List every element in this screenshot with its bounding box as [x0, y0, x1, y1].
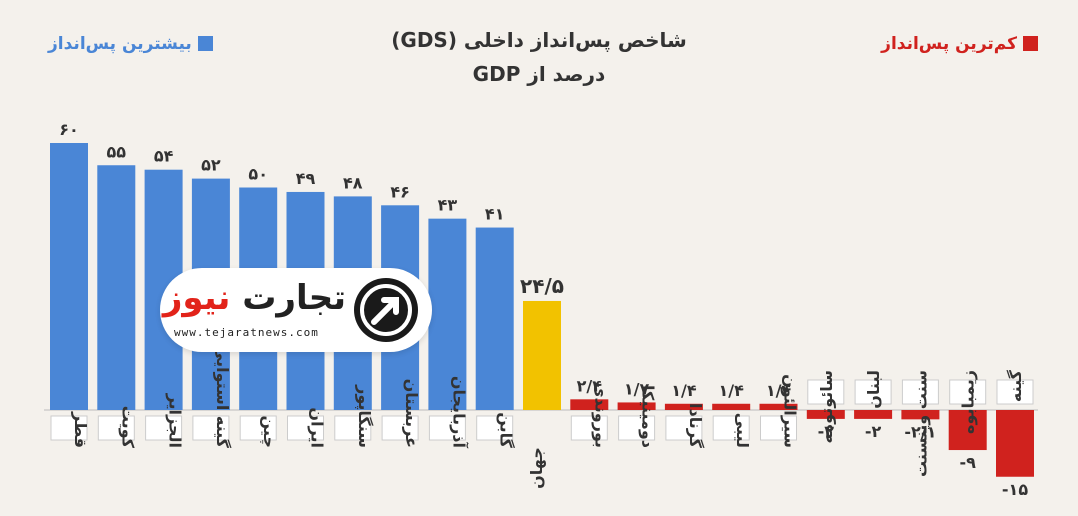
value-label-12: ۱/۷ [624, 379, 650, 398]
bar-16 [806, 410, 845, 419]
bar-8 [428, 218, 467, 410]
bar-12 [617, 402, 656, 410]
value-label-10: ۲۴/۵ [520, 274, 564, 298]
flag-icon-15 [760, 415, 797, 441]
flag-icon-14 [712, 415, 750, 441]
value-label-18: -۲/۱ [904, 422, 936, 441]
value-label-9: ۴۱ [485, 205, 505, 224]
bar-13 [664, 403, 703, 410]
value-label-8: ۴۳ [438, 196, 458, 215]
bar-0 [50, 143, 88, 410]
value-label-0: ۶۰ [59, 120, 79, 139]
flag-icon-6 [334, 415, 372, 441]
category-label-20: گینه [1006, 369, 1025, 402]
bar-14 [712, 403, 751, 410]
value-label-13: ۱/۴ [671, 381, 697, 400]
logo-arrow-icon [354, 278, 418, 342]
category-label-11: بوروندی [591, 383, 610, 448]
flag-icon-12 [618, 415, 656, 441]
bar-15 [759, 403, 798, 410]
value-label-15: ۱/۴ [766, 381, 792, 400]
value-label-20: -۱۵ [1002, 480, 1028, 499]
category-label-5: ایران [308, 407, 327, 448]
legend-swatch-red [1023, 36, 1038, 51]
flag-icon-1 [97, 415, 135, 441]
category-label-19: زیمبابوه [959, 370, 978, 434]
flag-icon-7 [381, 415, 419, 441]
chart-subtitle: درصد از GDP [472, 62, 606, 86]
chart-title: شاخص پس‌انداز داخلی (GDS) [391, 28, 687, 52]
category-label-4: چین [259, 416, 279, 448]
legend-highest-label: بیشترین پس‌انداز [48, 34, 192, 54]
value-label-1: ۵۵ [107, 142, 127, 161]
bar-9 [475, 227, 514, 410]
bar-11 [570, 399, 609, 410]
legend-lowest-label: کم‌ترین پس‌انداز [881, 34, 1017, 54]
bar-1 [97, 165, 136, 410]
category-label-1: کویت [118, 406, 137, 449]
value-label-19: -۹ [959, 453, 976, 472]
flag-icon-13 [665, 415, 703, 441]
bar-17 [854, 410, 893, 419]
value-label-16: -۲ [818, 422, 835, 441]
category-label-15: سیرالئون [781, 374, 800, 448]
value-label-2: ۵۴ [154, 147, 174, 166]
value-label-5: ۴۹ [296, 169, 316, 188]
logo-wordmark: تجارت نیوز [162, 278, 346, 318]
value-label-11: ۲/۴ [577, 376, 603, 395]
category-label-2: الجزایر [166, 393, 185, 448]
category-label-14: لیبی [733, 413, 752, 448]
flag-icon-11 [570, 415, 608, 441]
category-label-17: لبنان [864, 370, 883, 409]
flag-icon-9 [476, 415, 514, 441]
category-label-3: گینه استوایی [213, 345, 232, 449]
bar-19 [948, 410, 987, 451]
category-label-16: سائوتومه [817, 370, 836, 443]
category-label-18: سنت وینسنت [911, 370, 930, 477]
legend-highest-savings: بیشترین پس‌انداز [48, 34, 213, 54]
category-label-6: سنگاپور [354, 384, 374, 448]
category-label-10: جهان [527, 447, 546, 489]
value-label-17: -۲ [865, 422, 882, 441]
category-label-0: قطر [71, 411, 90, 448]
legend-lowest-savings: کم‌ترین پس‌انداز [881, 34, 1038, 54]
tejaratnews-logo: تجارت نیوز www.tejaratnews.com [160, 268, 432, 352]
category-label-13: گرنادا [686, 403, 705, 449]
category-label-9: گابن [497, 412, 516, 448]
bar-10 [523, 300, 561, 410]
legend-swatch-blue [197, 36, 213, 51]
bar-18 [901, 410, 940, 420]
value-label-7: ۴۶ [390, 182, 410, 201]
flag-icon-5 [287, 415, 324, 441]
flag-icon-0 [50, 415, 88, 441]
category-label-8: آذربایجان [449, 376, 469, 449]
category-label-7: عربستان [402, 379, 421, 448]
flag-icon-17 [854, 379, 892, 405]
category-label-12: دومینیکا [639, 385, 658, 448]
flag-icon-18 [901, 379, 939, 405]
flag-icon-8 [428, 415, 466, 441]
flag-icon-2 [145, 415, 183, 441]
flag-icon-3 [192, 415, 230, 441]
flag-icon-4 [239, 415, 277, 441]
value-label-3: ۵۲ [201, 156, 221, 175]
flag-icon-20 [996, 379, 1034, 405]
flag-icon-16 [807, 379, 845, 405]
flag-icon-19 [949, 379, 987, 405]
value-label-14: ۱/۴ [719, 381, 745, 400]
bar-20 [996, 410, 1034, 477]
logo-url: www.tejaratnews.com [174, 326, 319, 339]
value-label-6: ۴۸ [343, 173, 363, 192]
value-label-4: ۵۰ [248, 165, 268, 184]
